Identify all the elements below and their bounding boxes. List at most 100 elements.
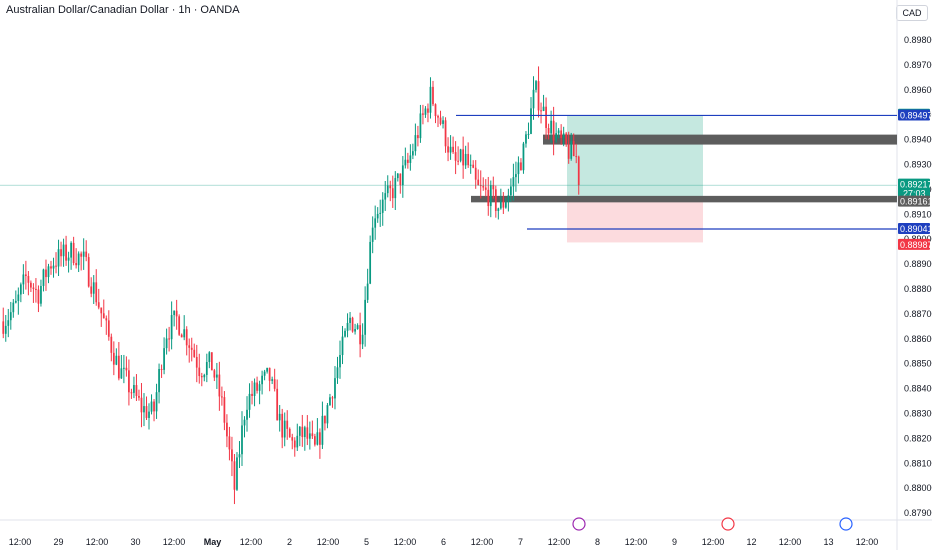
- chart-title: Australian Dollar/Canadian Dollar · 1h ·…: [6, 4, 240, 16]
- candle-body: [231, 449, 233, 462]
- candle-body: [545, 106, 547, 128]
- candle-body: [251, 393, 253, 396]
- candle-body: [464, 153, 467, 166]
- candle-body: [535, 81, 537, 90]
- candle-body: [562, 133, 565, 138]
- candle-body: [243, 419, 246, 426]
- candle-body: [454, 152, 457, 161]
- candle-body: [135, 385, 138, 396]
- price-label-entry-bg: [898, 195, 930, 207]
- time-tick-label: 12:00: [856, 537, 879, 547]
- candle-body: [276, 388, 279, 421]
- candle-body: [429, 86, 432, 113]
- candle-body: [517, 162, 520, 175]
- candle-body: [261, 375, 263, 385]
- candle-body: [120, 368, 123, 379]
- candle-body: [205, 361, 208, 375]
- position-tool[interactable]: [567, 115, 703, 243]
- candle-body: [572, 141, 575, 157]
- candle-body: [70, 242, 72, 258]
- candle-body: [399, 173, 402, 186]
- candle-body: [143, 406, 145, 413]
- candle-body: [326, 405, 329, 424]
- candle-body: [427, 108, 429, 113]
- candle-body: [444, 120, 447, 147]
- candle-body: [484, 187, 487, 190]
- candle-body: [313, 436, 316, 445]
- candle-body: [185, 329, 188, 346]
- candle-body: [319, 432, 321, 445]
- candle-body: [148, 411, 150, 418]
- candle-body: [85, 251, 88, 258]
- candle-body: [412, 151, 414, 156]
- zone-rect: [543, 134, 897, 145]
- candle-body: [376, 213, 379, 219]
- candle-body: [346, 322, 349, 331]
- candle-body: [489, 185, 492, 207]
- candle-body: [515, 174, 517, 178]
- candle-body: [321, 415, 324, 445]
- candle-body: [37, 289, 40, 304]
- candle-body: [155, 392, 158, 412]
- candle-body: [165, 338, 168, 349]
- candle-body: [356, 325, 359, 330]
- candle-body: [42, 269, 45, 286]
- candle-body: [560, 130, 563, 138]
- zones[interactable]: [471, 134, 897, 203]
- candle-body: [432, 86, 434, 105]
- candle-body: [4, 325, 7, 334]
- level-lines[interactable]: [0, 114, 897, 230]
- candle-body: [457, 160, 459, 162]
- candle-body: [525, 134, 527, 144]
- candle-body: [308, 433, 311, 439]
- current-price-label-countdown: 27:03: [903, 189, 926, 199]
- time-tick-label: 12:00: [317, 537, 340, 547]
- candle-body: [168, 338, 170, 340]
- candle-body: [479, 185, 482, 187]
- candle-body: [256, 382, 258, 391]
- candle-body: [422, 113, 424, 115]
- candle-body: [266, 367, 269, 372]
- candle-body: [221, 396, 223, 398]
- candle-body: [117, 355, 120, 379]
- candle-body: [570, 141, 573, 159]
- time-axis[interactable]: 12:00 29 12:00 30 12:00 May 12:00 2 12:00 5 12:00 6…: [9, 517, 879, 547]
- candle-body: [442, 120, 444, 124]
- time-tick-label: 12:00: [625, 537, 648, 547]
- candle-body: [361, 334, 364, 345]
- candle-body: [233, 461, 236, 490]
- time-tick-label: 12:00: [163, 537, 186, 547]
- time-tick-label: 12:00: [240, 537, 263, 547]
- candle-body: [67, 257, 70, 261]
- candle-body: [253, 382, 256, 396]
- candle-body: [150, 401, 153, 412]
- candle-body: [504, 201, 507, 208]
- candle-body: [354, 329, 356, 332]
- candle-body: [379, 212, 382, 214]
- candle-body: [401, 165, 404, 186]
- price-axis[interactable]: 0.898000.897000.896000.895000.894000.893…: [898, 35, 932, 518]
- candle-body: [396, 173, 399, 179]
- time-tick-label: 7: [518, 537, 523, 547]
- candle-body: [288, 428, 291, 438]
- candle-body: [178, 316, 181, 335]
- candle-body: [203, 374, 206, 378]
- candle-body: [27, 276, 30, 283]
- candle-body: [97, 302, 100, 308]
- candle-body: [477, 179, 480, 186]
- time-tick-label: 9: [672, 537, 677, 547]
- candle-body: [497, 208, 500, 211]
- time-tick-label: 12:00: [548, 537, 571, 547]
- candle-body: [296, 435, 299, 448]
- candle-body: [329, 397, 331, 406]
- candle-body: [449, 146, 452, 153]
- candle-body: [65, 244, 67, 261]
- candle-body: [557, 130, 560, 134]
- candle-body: [32, 287, 35, 289]
- candle-body: [381, 199, 384, 213]
